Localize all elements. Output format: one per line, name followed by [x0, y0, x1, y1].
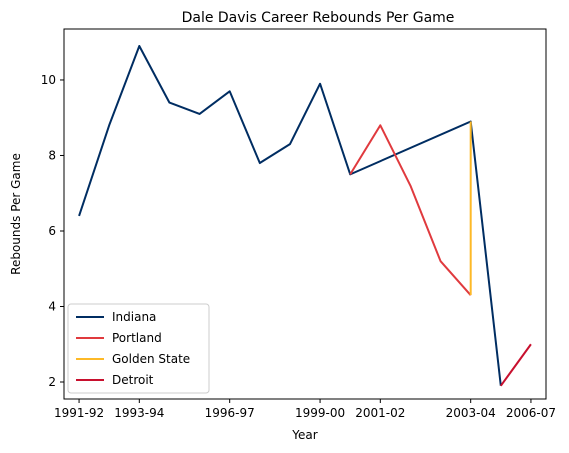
legend: Indiana Portland Golden State Detroit: [67, 303, 210, 394]
x-tick-label: 2001-02: [355, 406, 405, 420]
y-tick-label: 2: [48, 375, 56, 389]
legend-label: Indiana: [112, 310, 156, 324]
y-axis: 2 4 6 8 10: [41, 73, 64, 389]
y-tick-label: 6: [48, 224, 56, 238]
chart-title: Dale Davis Career Rebounds Per Game: [182, 10, 455, 26]
x-tick-label: 1993-94: [114, 406, 164, 420]
legend-box: [67, 303, 210, 394]
x-axis: 1991-92 1993-94 1996-97 1999-00 2001-02 2003-…: [54, 399, 556, 420]
y-axis-label: Rebounds Per Game: [9, 153, 23, 275]
x-tick-label: 2003-04: [446, 406, 496, 420]
y-tick-label: 8: [48, 148, 56, 162]
series-line-detroit: [500, 343, 532, 387]
x-tick-label: 1996-97: [205, 406, 255, 420]
x-tick-label: 1991-92: [54, 406, 104, 420]
legend-label: Golden State: [112, 352, 190, 366]
series-layer: [78, 44, 532, 387]
legend-label: Portland: [112, 331, 162, 345]
series-line-portland: [349, 124, 472, 296]
plot-frame: [63, 28, 547, 400]
legend-label: Detroit: [112, 373, 154, 387]
x-axis-label: Year: [291, 428, 317, 442]
y-tick-label: 10: [41, 73, 56, 87]
y-tick-label: 4: [48, 300, 56, 314]
x-tick-label: 1999-00: [295, 406, 345, 420]
x-tick-label: 2006-07: [506, 406, 556, 420]
series-line-indiana: [78, 44, 502, 386]
